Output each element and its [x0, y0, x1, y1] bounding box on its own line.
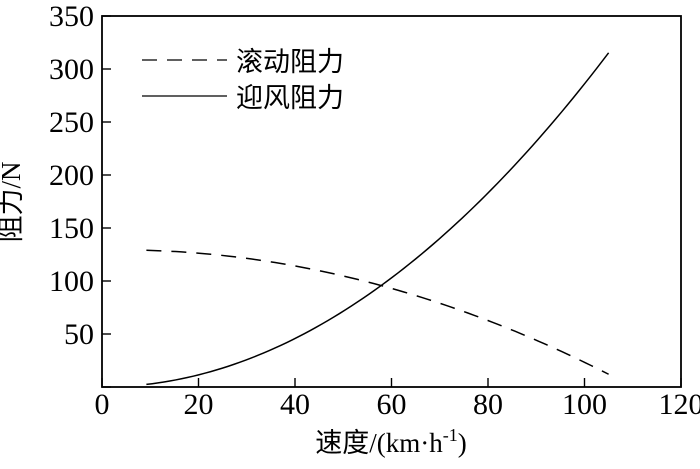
svg-text:100: 100: [49, 265, 94, 298]
svg-text:滚动阻力: 滚动阻力: [236, 47, 344, 77]
svg-text:速度/(km·h-1): 速度/(km·h-1): [315, 425, 467, 458]
svg-text:150: 150: [49, 212, 94, 245]
svg-text:80: 80: [473, 388, 503, 421]
svg-text:50: 50: [64, 318, 94, 351]
svg-text:阻力/N: 阻力/N: [0, 162, 26, 243]
svg-text:0: 0: [95, 388, 110, 421]
svg-text:120: 120: [659, 388, 700, 421]
svg-text:迎风阻力: 迎风阻力: [236, 83, 344, 113]
svg-text:350: 350: [49, 0, 94, 33]
svg-text:20: 20: [184, 388, 214, 421]
svg-text:250: 250: [49, 106, 94, 139]
svg-text:40: 40: [280, 388, 310, 421]
svg-text:200: 200: [49, 159, 94, 192]
svg-text:60: 60: [377, 388, 407, 421]
svg-text:100: 100: [562, 388, 607, 421]
svg-text:300: 300: [49, 53, 94, 86]
